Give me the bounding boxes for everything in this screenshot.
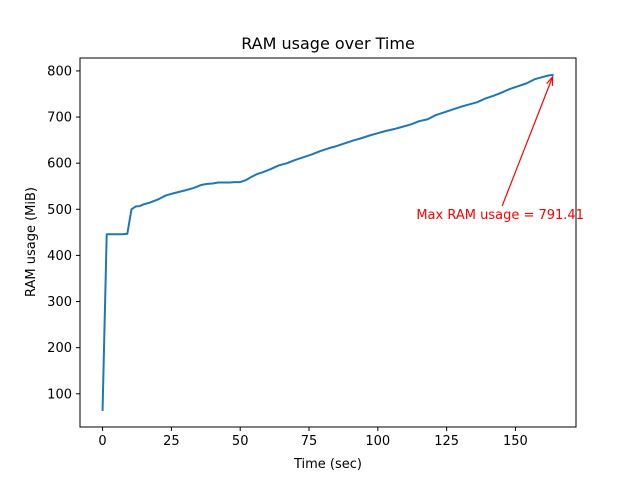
x-tick-label: 0 (98, 434, 106, 449)
y-tick-label: 600 (47, 157, 72, 172)
annotation-arrow-line (501, 76, 554, 207)
y-tick-label: 800 (47, 64, 72, 79)
annotation-text: Max RAM usage = 791.41 (416, 208, 584, 223)
x-tick-label: 75 (301, 434, 318, 449)
plot-area: 0 25 50 75 100 125 150 100 200 300 400 500 600 700 800… (47, 57, 584, 449)
chart-title: RAM usage over Time (241, 34, 415, 53)
x-tick-label: 50 (232, 434, 249, 449)
y-tick-label: 400 (47, 249, 72, 264)
x-tick-label: 125 (434, 434, 459, 449)
y-tick-label: 700 (47, 111, 72, 126)
y-tick-label: 100 (47, 387, 72, 402)
y-tick-label: 300 (47, 295, 72, 310)
x-tick-label: 150 (503, 434, 528, 449)
y-tick-label: 500 (47, 203, 72, 218)
series-line-0 (101, 73, 554, 411)
axes-frame (79, 57, 577, 428)
x-tick-label: 25 (163, 434, 180, 449)
y-axis-label: RAM usage (MiB) (24, 187, 39, 297)
annotation-arrow-head (546, 75, 554, 86)
y-tick-label: 200 (47, 341, 72, 356)
x-axis-label: Time (sec) (293, 457, 362, 472)
x-tick-label: 100 (365, 434, 390, 449)
